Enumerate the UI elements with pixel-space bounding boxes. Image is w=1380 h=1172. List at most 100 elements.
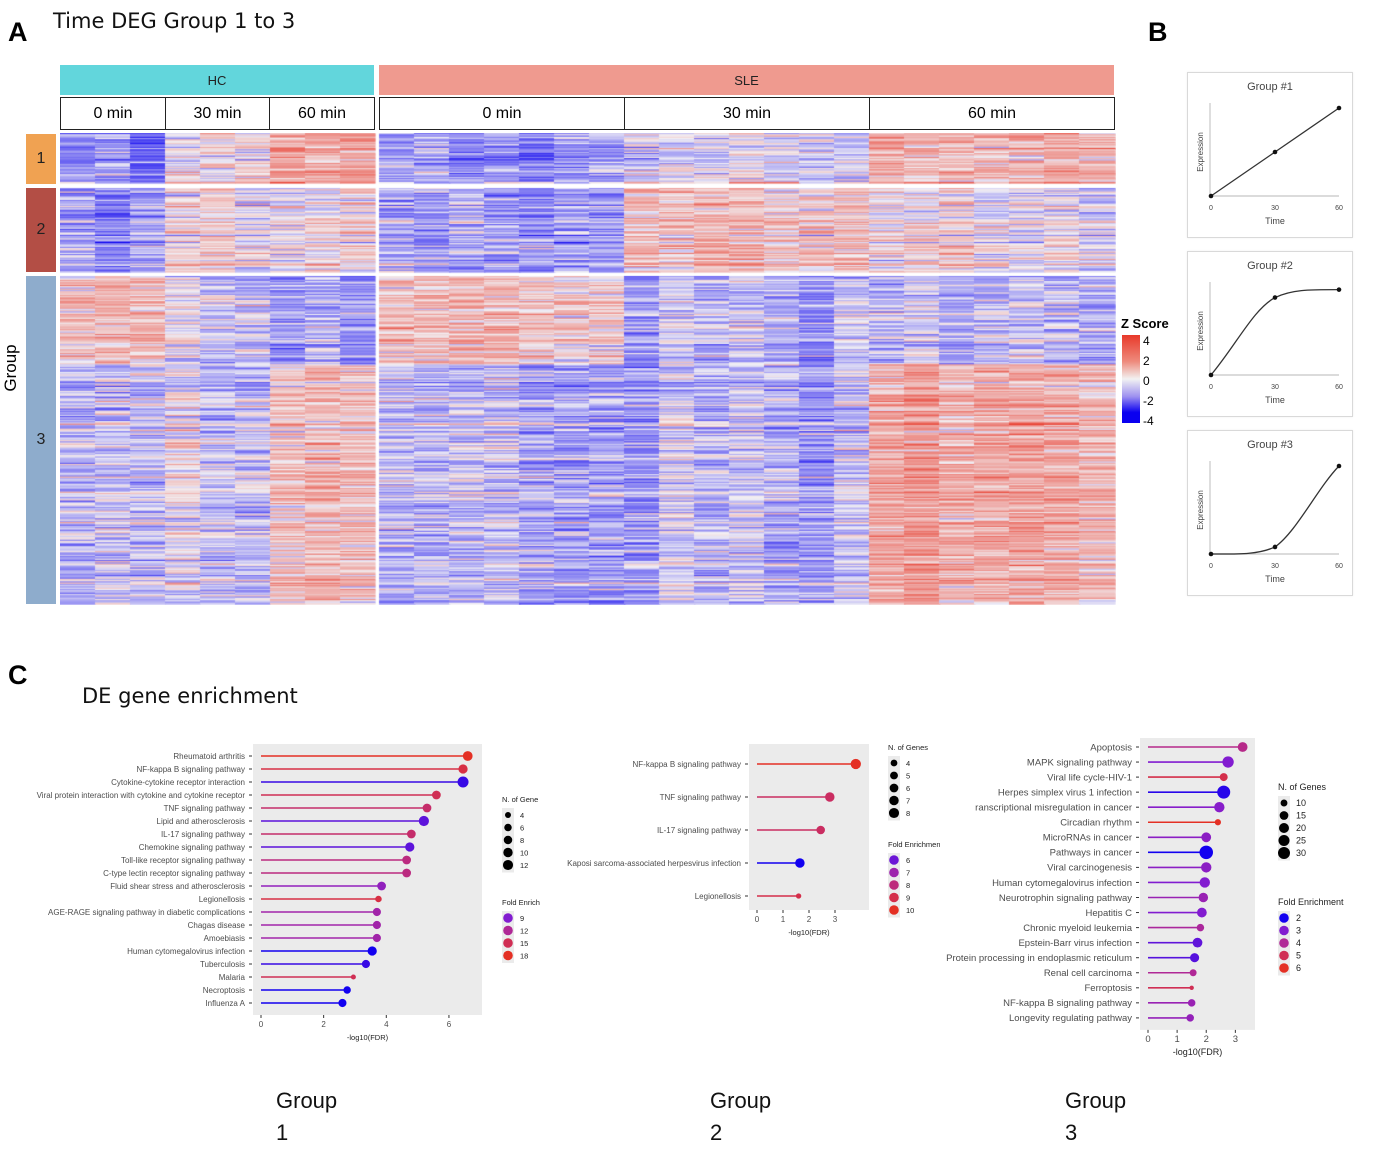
footer-group-2: Group 2 xyxy=(710,1085,771,1149)
size-legend-value: 6 xyxy=(520,824,524,833)
size-legend-value: 4 xyxy=(906,759,910,768)
profile-point xyxy=(1272,295,1278,300)
pathway-label: Chemokine signaling pathway xyxy=(139,843,245,852)
row-group-2-label: 2 xyxy=(36,221,46,238)
size-legend-dot xyxy=(502,859,514,871)
pathway-label: Chagas disease xyxy=(188,921,246,930)
group2-lollipop-chart: NF-kappa B signaling pathway TNF signalin… xyxy=(567,743,940,937)
size-legend-value: 10 xyxy=(520,849,528,858)
zscore-tick: 0 xyxy=(1143,374,1150,388)
size-legend-value: 6 xyxy=(906,784,910,793)
y-axis-label: Expression xyxy=(1196,311,1205,351)
pathway-label: Neurotrophin signaling pathway xyxy=(999,893,1132,904)
zscore-legend-title: Z Score xyxy=(1121,316,1169,331)
x-tick-label: 0 xyxy=(259,1020,264,1029)
sle-time-30: 30 min xyxy=(624,97,870,130)
pathway-label: AGE-RAGE signaling pathway in diabetic c… xyxy=(48,908,245,917)
plot-background xyxy=(1140,738,1255,1030)
pathway-label: C-type lectin receptor signaling pathway xyxy=(103,869,245,878)
pathway-label: Hepatitis C xyxy=(1086,908,1133,919)
pathway-label: Longevity regulating pathway xyxy=(1009,1013,1132,1024)
lollipop-dot xyxy=(825,792,835,802)
y-axis-label: Expression xyxy=(1196,490,1205,530)
footer-group-1-line1: Group xyxy=(276,1088,338,1113)
color-legend-dot xyxy=(1279,913,1289,923)
profile-plot: 0 30 60 Time Expression xyxy=(1196,282,1343,405)
lollipop-dot xyxy=(1190,953,1200,963)
x-tick-label: 0 xyxy=(1209,563,1213,570)
profile-card-group-1: Group #1 0 30 60 Time Expression xyxy=(1187,72,1353,238)
pathway-label: Tuberculosis xyxy=(200,960,245,969)
color-legend-value: 4 xyxy=(1296,938,1301,948)
x-tick-label: 1 xyxy=(1174,1034,1179,1045)
condition-band-sle: SLE xyxy=(379,65,1114,95)
profile-point xyxy=(1336,287,1342,292)
footer-group-3: Group 3 xyxy=(1065,1085,1126,1149)
x-tick-label: 0 xyxy=(1145,1034,1150,1045)
zscore-tick: -4 xyxy=(1143,414,1154,428)
pathway-label: Pathways in cancer xyxy=(1050,848,1132,859)
lollipop-dot xyxy=(405,842,415,852)
lollipop-dot xyxy=(1189,969,1197,977)
color-legend-dot xyxy=(1279,950,1289,961)
color-legend-dot xyxy=(503,913,513,923)
sle-time-60: 60 min xyxy=(869,97,1115,130)
footer-group-1-line2: 1 xyxy=(276,1120,289,1145)
lollipop-dot xyxy=(375,895,382,903)
panel-b-letter: B xyxy=(1148,17,1168,47)
pathway-label: IL-17 signaling pathway xyxy=(161,830,245,839)
footer-group-2-line2: 2 xyxy=(710,1120,723,1145)
lollipop-dot xyxy=(1198,892,1209,903)
x-axis-label: Time xyxy=(1265,216,1285,226)
x-axis-label: -log10(FDR) xyxy=(347,1033,389,1042)
lollipop-dot xyxy=(1217,785,1231,799)
lollipop-dot xyxy=(406,829,416,839)
size-legend-value: 7 xyxy=(906,797,910,806)
group1-lollipop-chart: Rheumatoid arthritis NF-kappa B signaling… xyxy=(37,744,540,1042)
lollipop-dot xyxy=(372,933,381,943)
row-group-1: 1 xyxy=(26,134,56,184)
color-legend-value: 5 xyxy=(1296,951,1301,961)
pathway-label: ranscriptional misregulation in cancer xyxy=(975,803,1132,814)
lollipop-dot xyxy=(816,825,825,835)
plot-background xyxy=(749,744,869,910)
x-axis-label: -log10(FDR) xyxy=(1173,1047,1223,1057)
pathway-label: TNF signaling pathway xyxy=(660,793,741,802)
color-legend-dot xyxy=(889,880,899,890)
size-legend-value: 12 xyxy=(520,861,528,870)
x-tick-label: 60 xyxy=(1335,205,1343,212)
pathway-label: Chronic myeloid leukemia xyxy=(1023,923,1132,934)
heatmap-canvas xyxy=(60,133,1116,605)
lollipop-dot xyxy=(1237,742,1248,752)
lollipop-dot xyxy=(1186,1014,1194,1022)
pathway-label: Cytokine-cytokine receptor interaction xyxy=(111,778,245,787)
lollipop-dot xyxy=(1196,923,1205,932)
size-legend-dot xyxy=(890,759,898,767)
size-legend-dot xyxy=(889,783,899,793)
size-legend-title: N. of Genes xyxy=(888,743,928,752)
color-legend-dot xyxy=(889,892,899,903)
x-tick-label: 2 xyxy=(807,915,812,924)
sle-time-0: 0 min xyxy=(379,97,625,130)
x-tick-label: 3 xyxy=(833,915,838,924)
color-legend-value: 2 xyxy=(1296,913,1301,923)
heatmap-title: Time DEG Group 1 to 3 xyxy=(53,9,296,33)
row-group-3: 3 xyxy=(26,276,56,604)
lollipop-dot xyxy=(350,974,356,980)
lollipop-dot xyxy=(367,946,377,956)
pathway-label: Amoebiasis xyxy=(204,934,245,943)
panel-c-letter: C xyxy=(8,660,28,690)
row-group-3-label: 3 xyxy=(36,431,46,448)
x-tick-label: 1 xyxy=(781,915,786,924)
color-legend-value: 8 xyxy=(906,881,910,890)
pathway-label: IL-17 signaling pathway xyxy=(657,826,741,835)
group3-lollipop-chart: Apoptosis MAPK signaling pathway Viral lif… xyxy=(946,738,1344,1057)
color-legend-value: 6 xyxy=(906,856,910,865)
lollipop-dot xyxy=(1199,877,1210,888)
size-legend-dot xyxy=(503,847,513,858)
profile-card-group-2: Group #2 0 30 60 Time Expression xyxy=(1187,251,1353,417)
lollipop-dot xyxy=(1201,862,1212,873)
color-legend-dot xyxy=(889,855,899,865)
y-axis-label: Expression xyxy=(1196,132,1205,172)
pathway-label: Herpes simplex virus 1 infection xyxy=(998,787,1132,798)
